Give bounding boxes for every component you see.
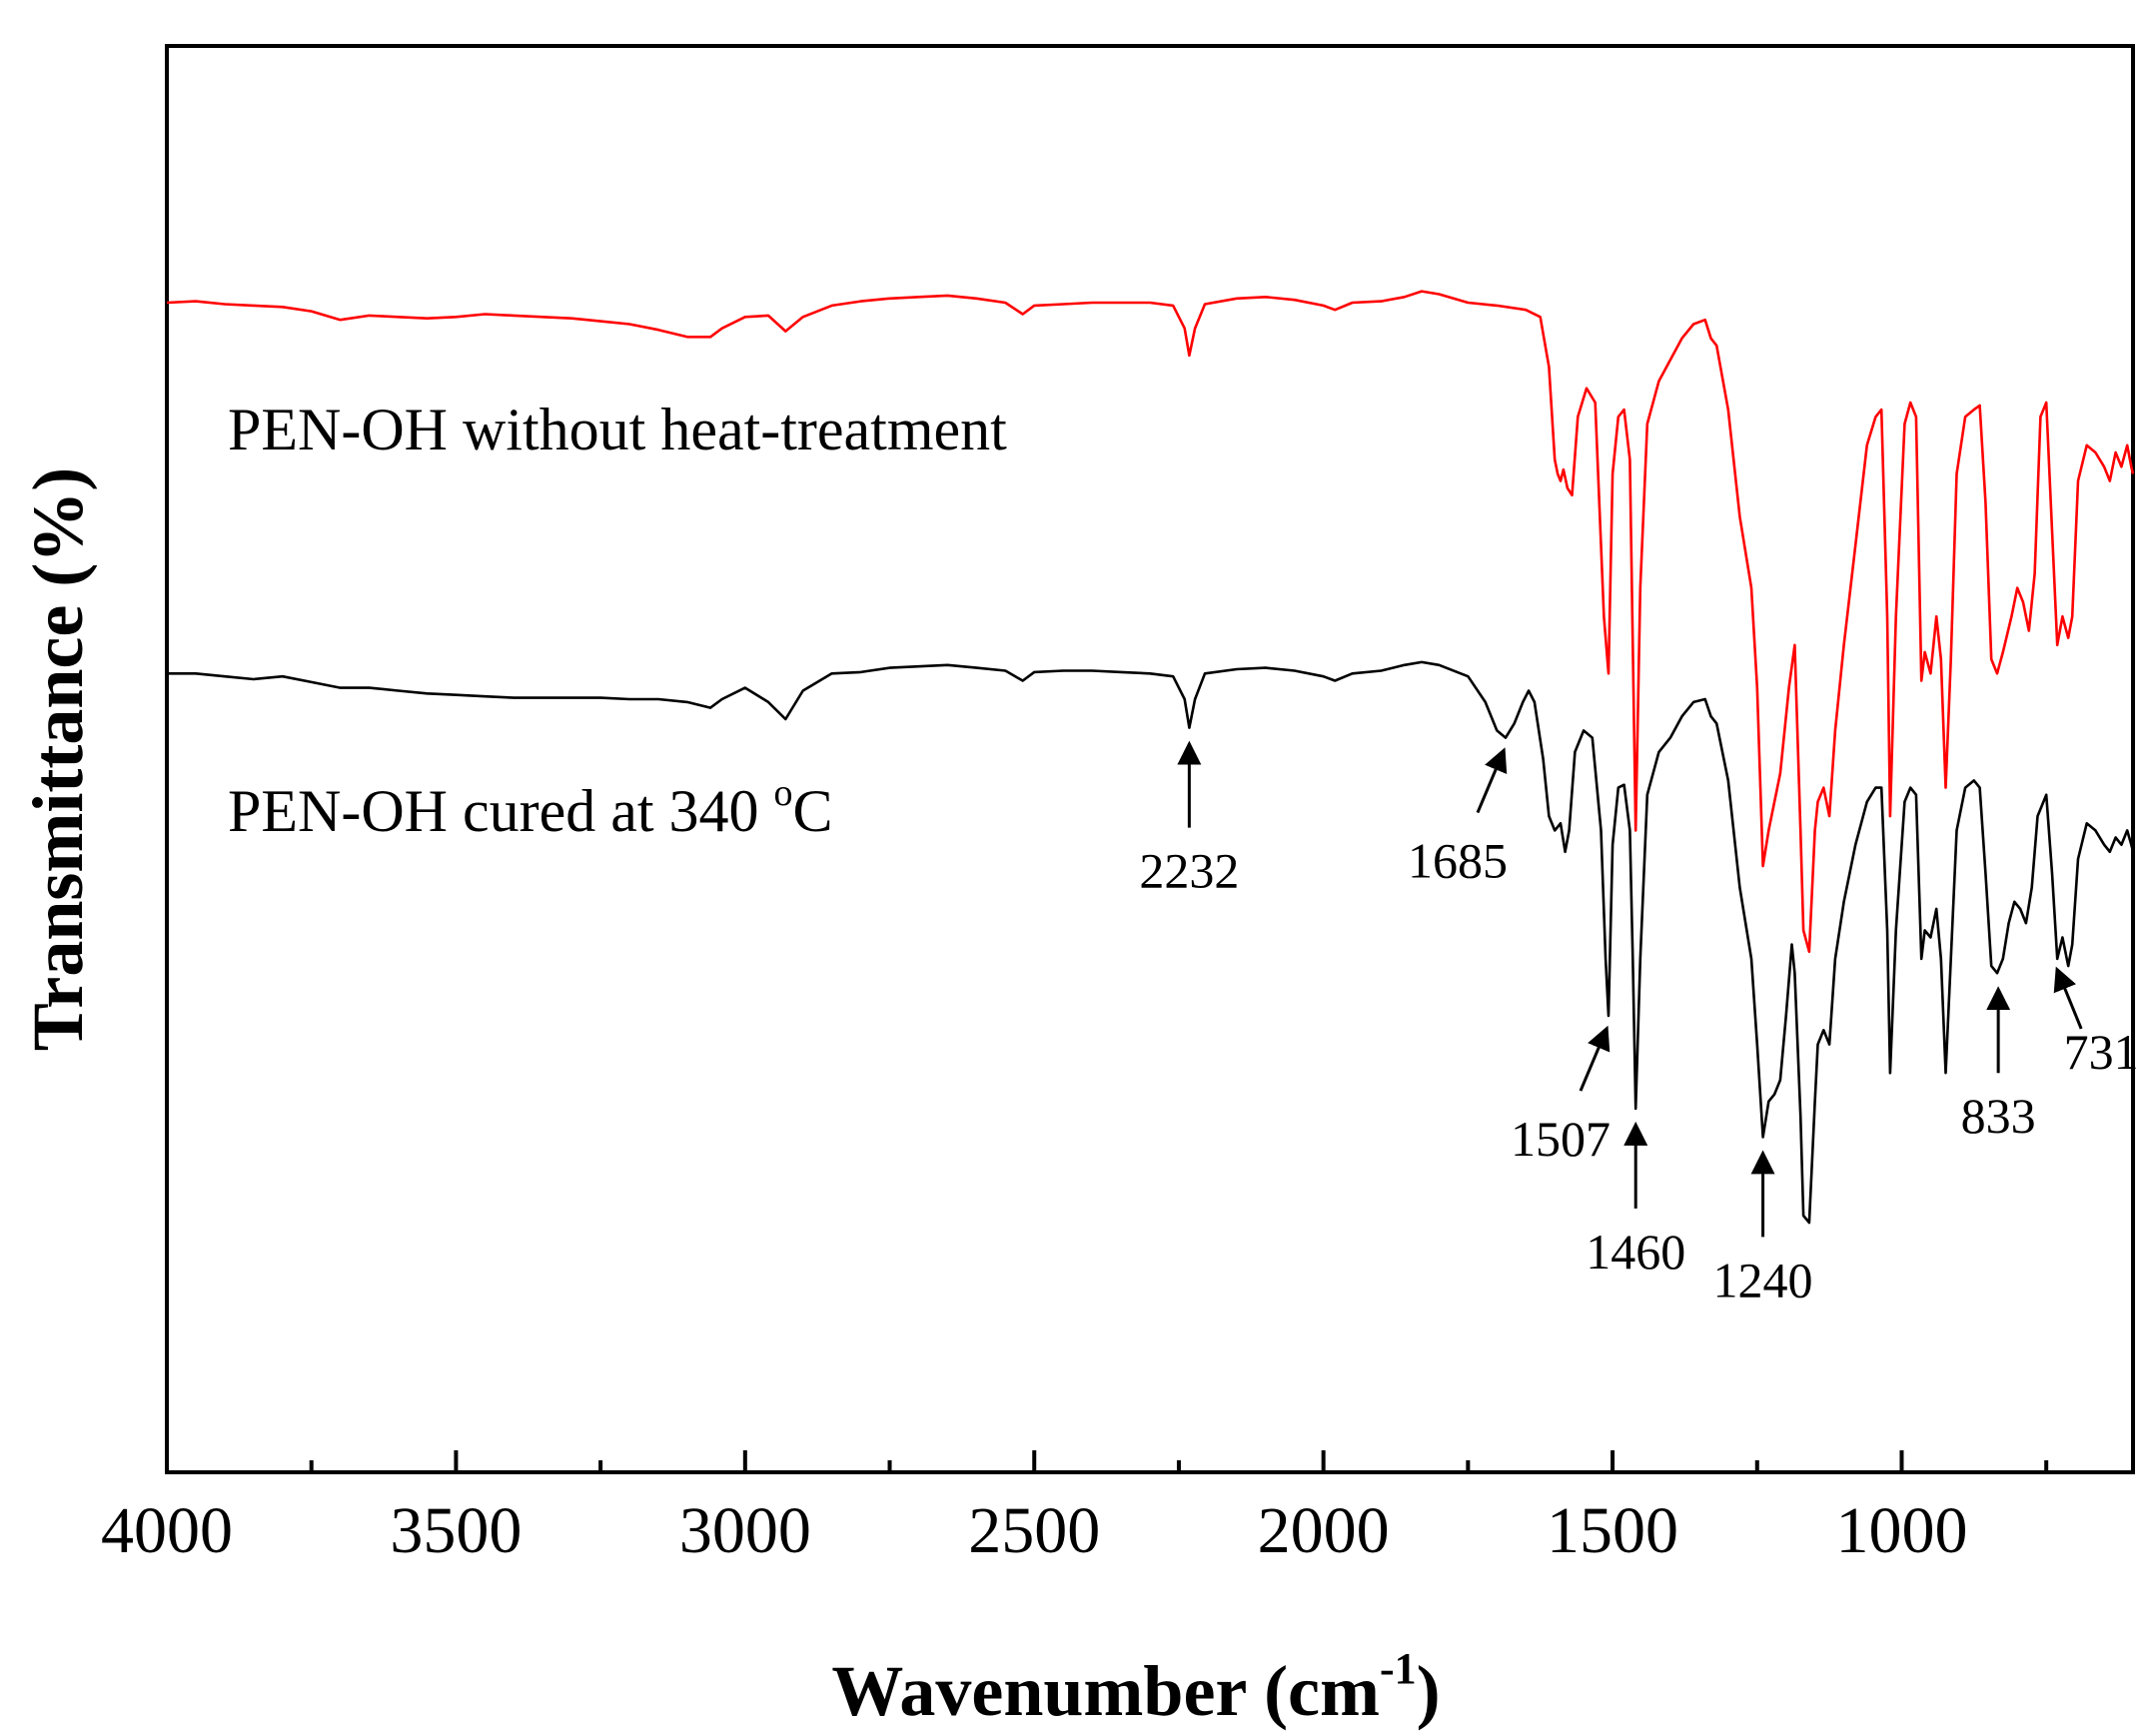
annotation-layer: 2232 1685 1507 1460 1240 833 731 <box>1139 740 2139 1307</box>
x-tick-label: 3500 <box>390 1494 522 1567</box>
x-axis-ticks: 4000 3500 3000 2500 2000 1500 1000 <box>101 1450 2049 1567</box>
x-tick-label: 4000 <box>101 1494 233 1567</box>
peak-arrow-1507 <box>1579 1025 1611 1092</box>
series-label-black-tail: C <box>793 778 833 844</box>
y-axis-title: Transmittance (%) <box>18 467 98 1052</box>
peak-label-1685: 1685 <box>1408 833 1508 889</box>
peak-arrow-731 <box>2053 966 2083 1030</box>
peak-label-833: 833 <box>1961 1088 2036 1144</box>
peak-label-1507: 1507 <box>1511 1111 1611 1167</box>
peak-label-731: 731 <box>2064 1024 2139 1080</box>
plot-frame <box>165 44 2135 1474</box>
x-tick-label: 1500 <box>1547 1494 1678 1567</box>
x-axis-title: Wavenumber (cm-1) <box>831 1644 1440 1731</box>
series-line-0 <box>166 290 2135 954</box>
series-label-black: PEN-OH cured at 340 oC <box>228 772 833 844</box>
series-line-1 <box>167 660 2135 1225</box>
series-label-black-sup: o <box>774 772 793 814</box>
x-tick-label: 2000 <box>1258 1494 1390 1567</box>
peak-label-1460: 1460 <box>1586 1224 1685 1280</box>
series-label-red: PEN-OH without heat-treatment <box>228 397 1007 462</box>
x-tick-label: 3000 <box>679 1494 811 1567</box>
x-tick-label: 1000 <box>1835 1494 1967 1567</box>
x-axis-title-sup: -1 <box>1380 1644 1417 1693</box>
series-layer <box>166 290 2135 1225</box>
series-label-black-text: PEN-OH cured at 340 <box>228 778 774 844</box>
x-axis-title-main: Wavenumber (cm <box>831 1651 1380 1731</box>
peak-label-2232: 2232 <box>1139 843 1239 899</box>
x-axis-title-close: ) <box>1417 1651 1441 1731</box>
peak-label-1240: 1240 <box>1713 1252 1813 1307</box>
peak-arrow-1685 <box>1476 747 1508 814</box>
x-tick-label: 2500 <box>968 1494 1100 1567</box>
